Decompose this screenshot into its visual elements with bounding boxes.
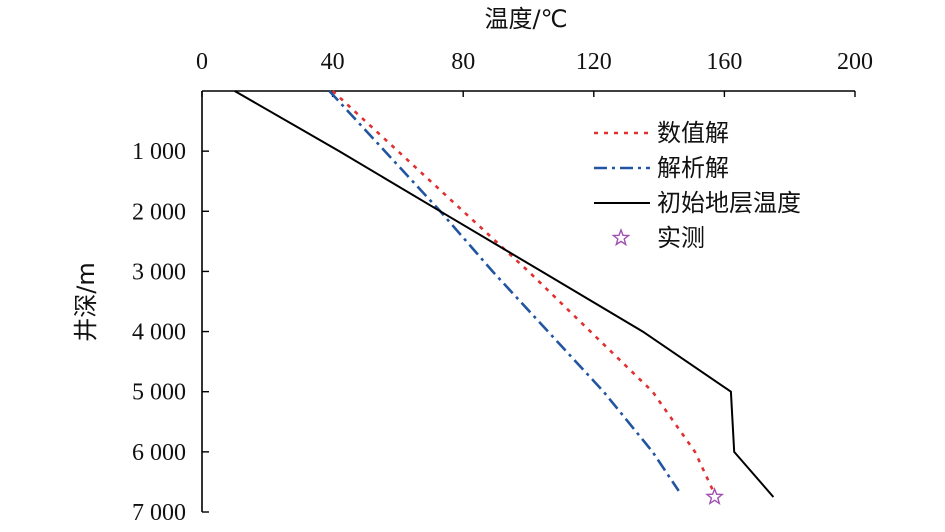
x-tick-label: 200 [837,49,873,75]
legend-label-1: 数值解 [657,119,729,147]
y-tick-label: 1 000 [132,139,186,165]
y-tick-label: 2 000 [132,199,186,225]
measured-star-marker [705,487,725,506]
y-ticks: 1 000 2 000 3 000 4 000 5 000 6 000 7 000 [132,139,209,526]
x-tick-label: 160 [706,49,742,75]
series-line-2 [328,90,680,492]
y-tick-label: 7 000 [132,500,186,526]
series-layer [234,90,775,506]
legend-star-icon [611,228,631,247]
legend-label-3: 初始地层温度 [657,189,801,217]
y-tick-label: 6 000 [132,440,186,466]
legend-label-4: 实测 [657,224,705,252]
x-tick-label: 0 [196,49,208,75]
series-line-1 [331,90,716,495]
axes-group [201,90,855,512]
y-tick-label: 5 000 [132,380,186,406]
x-ticks: 0 40 80 120 160 200 [196,49,873,97]
y-tick-label: 3 000 [132,259,186,285]
legend-label-2: 解析解 [657,154,729,182]
y-axis-title: 井深/m [72,262,100,341]
x-tick-label: 40 [321,49,345,75]
x-tick-label: 80 [451,49,475,75]
x-axis-title: 温度/℃ [484,5,567,33]
y-tick-label: 4 000 [132,320,186,346]
series-line-3 [234,90,775,498]
x-tick-label: 120 [576,49,612,75]
